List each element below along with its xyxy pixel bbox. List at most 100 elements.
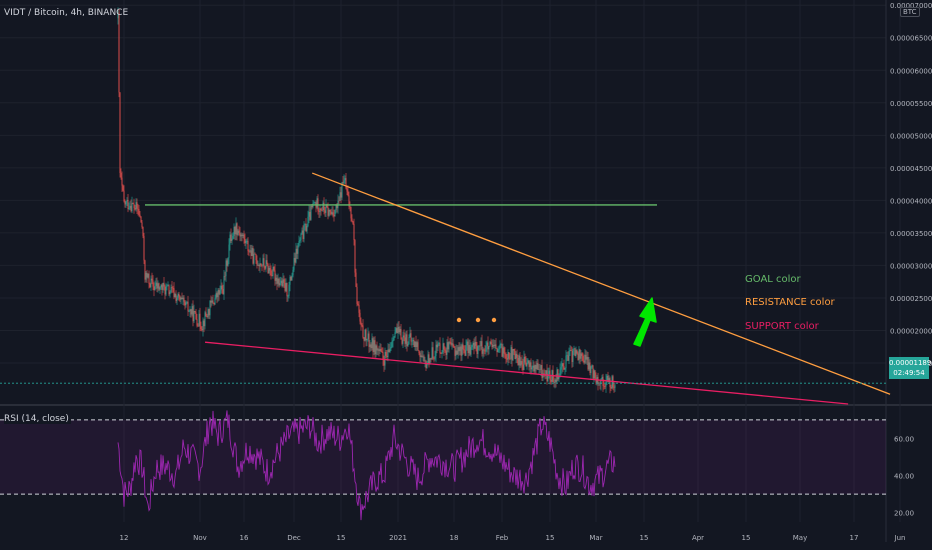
candle-body	[476, 345, 478, 355]
candle-body	[211, 300, 213, 303]
candle-body	[607, 375, 609, 383]
candle-body	[404, 337, 406, 344]
time-tick-label: Dec	[287, 534, 301, 542]
candle-body	[189, 309, 191, 312]
candle-body	[203, 320, 205, 327]
candle-body	[533, 365, 535, 372]
candle-body	[433, 358, 435, 360]
candle-body	[287, 295, 289, 297]
candle-body	[240, 234, 242, 237]
candle-body	[493, 344, 495, 347]
candle-body	[125, 201, 127, 205]
candle-body	[278, 278, 280, 286]
candle-body	[326, 204, 328, 208]
candle-body	[298, 240, 300, 243]
candle-body	[252, 248, 254, 264]
candle-body	[524, 356, 526, 363]
candle-body	[321, 210, 323, 211]
candle-body	[253, 253, 255, 264]
candle-body	[276, 277, 278, 284]
candle-body	[119, 92, 121, 173]
candle-body	[212, 300, 214, 303]
candle-body	[158, 283, 160, 290]
candle-body	[465, 345, 467, 356]
rsi-title[interactable]: RSI (14, close)	[4, 414, 71, 424]
candle-body	[334, 209, 336, 217]
candle-body	[539, 369, 541, 371]
candle-body	[182, 297, 184, 300]
candle-body	[456, 350, 458, 355]
candle-body	[263, 258, 265, 266]
candle-body	[327, 207, 329, 216]
candle-body	[509, 358, 511, 360]
candle-body	[503, 347, 505, 354]
candle-body	[570, 350, 572, 351]
candle-body	[442, 343, 444, 353]
candle-body	[226, 260, 228, 266]
candle-body	[409, 333, 411, 338]
candle-body	[491, 343, 493, 348]
candle-body	[356, 286, 358, 304]
candle-body	[277, 278, 279, 284]
candle-body	[432, 347, 434, 359]
candle-body	[239, 233, 241, 237]
candle-body	[416, 342, 418, 347]
candle-body	[397, 326, 399, 334]
candle-body	[589, 362, 591, 373]
candle-body	[151, 278, 153, 281]
candle-body	[169, 292, 171, 295]
candle-body	[353, 223, 355, 241]
current-price-badge: 0.00001189 02:49:54	[889, 357, 931, 379]
candle-body	[283, 279, 285, 283]
candle-body	[407, 344, 409, 346]
candle-body	[608, 378, 610, 383]
candle-body	[393, 337, 395, 341]
candle-body	[558, 376, 560, 380]
time-tick-label: 15	[546, 534, 555, 542]
candle-body	[445, 350, 447, 355]
candle-body	[417, 342, 419, 351]
candle-body	[280, 280, 282, 284]
candle-body	[336, 204, 338, 209]
candle-body	[246, 240, 248, 242]
candle-body	[201, 329, 203, 331]
candle-body	[462, 344, 464, 350]
candle-body	[464, 350, 466, 356]
candle-body	[166, 285, 168, 287]
resistance-trendline	[311, 172, 891, 395]
candle-body	[295, 248, 297, 263]
candle-body	[209, 300, 211, 316]
candle-body	[412, 339, 414, 341]
candle-body	[565, 355, 567, 369]
candle-body	[460, 346, 462, 356]
candle-body	[365, 329, 367, 341]
candle-body	[190, 309, 192, 315]
candle-body	[559, 369, 561, 377]
candle-body	[342, 182, 344, 184]
candle-body	[378, 349, 380, 352]
candle-body	[398, 326, 400, 333]
candle-body	[291, 275, 293, 281]
candle-body	[519, 355, 521, 366]
candle-body	[531, 367, 533, 370]
candle-body	[420, 355, 422, 357]
candle-body	[304, 223, 306, 225]
candle-body	[557, 369, 559, 380]
candle-body	[535, 365, 537, 370]
candle-body	[216, 293, 218, 298]
candle-body	[502, 347, 504, 357]
time-tick-label: 18	[450, 534, 459, 542]
rsi-plot: 60.00 40.00 20.00	[0, 410, 914, 521]
candle-body	[269, 267, 271, 271]
candle-body	[214, 298, 216, 305]
candle-body	[441, 352, 443, 354]
resistance-color-label: RESISTANCE color	[745, 297, 835, 308]
candle-body	[208, 309, 210, 316]
candle-body	[525, 362, 527, 367]
candle-body	[439, 343, 441, 354]
candle-body	[516, 353, 518, 358]
candle-body	[191, 306, 193, 315]
candle-body	[574, 348, 576, 357]
candle-body	[518, 355, 520, 366]
